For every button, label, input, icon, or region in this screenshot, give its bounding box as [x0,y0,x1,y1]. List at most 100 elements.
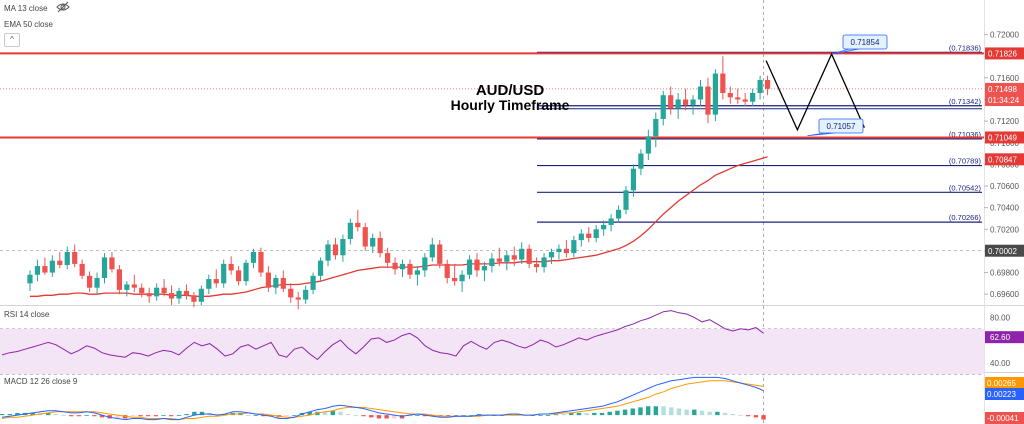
candle-body [459,274,465,282]
macd-value-badge [985,388,1024,400]
price-badge [985,153,1024,166]
macd-histogram-bar [469,415,474,416]
candle-body [638,153,644,169]
candle-body [176,290,182,299]
fib-level-label: (0.71036) [949,130,982,139]
candle-body [116,269,122,290]
candle-body [541,257,547,268]
candle-body [496,258,502,262]
candle-body [131,284,137,288]
macd-histogram-bar [361,415,366,417]
candle-body [481,266,488,271]
candle-body [690,99,696,105]
collapse-legend-button[interactable]: ^ [4,33,20,47]
candle-body [258,252,264,273]
candle-body [444,263,450,278]
candle-body [697,86,704,100]
candle-body [422,257,428,271]
candle-body [347,222,353,240]
candle-body [243,262,249,282]
macd-histogram-bar [738,415,743,416]
macd-histogram-bar [692,409,697,416]
candle-body [34,266,41,275]
ema-indicator-label[interactable]: EMA 50 close [4,20,53,29]
candle-body [87,275,93,288]
candle-body [660,95,666,119]
macd-histogram-bar [653,406,659,416]
macd-histogram-bar [507,414,512,416]
rsi-value-badge [985,331,1024,344]
macd-histogram-bar [161,415,166,416]
candle-body [236,270,242,282]
macd-histogram-bar [569,412,574,416]
rsi-band [0,328,984,375]
price-badge-label: 0.71049 [988,134,1017,143]
projection-path [765,52,865,132]
candle-body [295,297,301,300]
candle-body [280,277,286,289]
macd-histogram-bar [30,412,35,416]
price-tick-label: 0.69800 [990,269,1019,278]
macd-indicator-label[interactable]: MACD 12 26 close 9 [4,377,78,386]
price-tick-label: 0.70200 [990,225,1019,234]
candle-body [228,263,234,271]
candle-body [593,229,599,238]
rsi-value-badge-label: 62.60 [990,333,1011,342]
macd-histogram-bar [353,415,359,416]
macd-histogram-bar [215,414,220,416]
macd-histogram-bar [322,411,328,416]
price-tick-label: 0.71200 [990,117,1019,126]
candle-body [317,260,324,276]
candle-body [489,258,495,267]
rsi-indicator-label[interactable]: RSI 14 close [4,310,50,319]
macd-histogram-bar [607,411,612,416]
macd-histogram-bar [169,415,174,417]
macd-histogram-bar [676,408,682,416]
macd-histogram-bar [476,414,482,416]
candle-body [124,284,130,290]
price-badge [985,244,1024,257]
candle-body [109,257,115,270]
candle-body [608,218,614,225]
candle-body [42,266,48,273]
price-tick-label: 0.72000 [990,31,1019,40]
macd-histogram-bar [307,411,312,416]
candle-body [362,227,368,247]
macd-value-badge-label: 0.00265 [987,379,1016,388]
candle-body [571,240,577,254]
macd-value-badge-label: -0.00041 [987,414,1019,423]
candle-body [101,257,108,278]
fib-level-label: (0.70542) [949,183,982,192]
fib-level-label: (0.70266) [949,213,982,222]
price-tick-label: 0.70400 [990,204,1019,213]
candle-body [623,190,629,210]
fib-level-label: (0.71836) [949,43,982,52]
macd-histogram-bar [130,415,135,417]
price-callout-label: 0.71854 [851,38,880,47]
price-badge-label: 0.71826 [988,50,1017,59]
macd-histogram-bar [684,409,689,416]
macd-histogram-bar [145,415,151,417]
candle-body [668,95,674,109]
macd-histogram-bar [630,408,635,416]
macd-histogram-bar [7,414,12,416]
candle-body [265,272,271,288]
candle-body [94,277,100,288]
candle-body [750,93,756,102]
macd-histogram-bar [115,415,120,419]
candle-body [377,237,383,254]
macd-histogram-bar [376,415,382,419]
macd-histogram-bar [515,414,520,416]
candle-body [720,73,726,94]
candle-body [49,260,55,273]
macd-histogram-bar [669,407,674,416]
price-badge [985,82,1024,95]
eye-off-icon[interactable] [56,1,70,15]
price-badge [985,94,1024,107]
macd-histogram-bar [315,411,320,416]
macd-histogram-bar [192,411,197,416]
ma-indicator-label[interactable]: MA 13 close [4,4,48,13]
candle-body [466,259,473,275]
macd-value-badge-label: 0.00223 [987,390,1016,399]
